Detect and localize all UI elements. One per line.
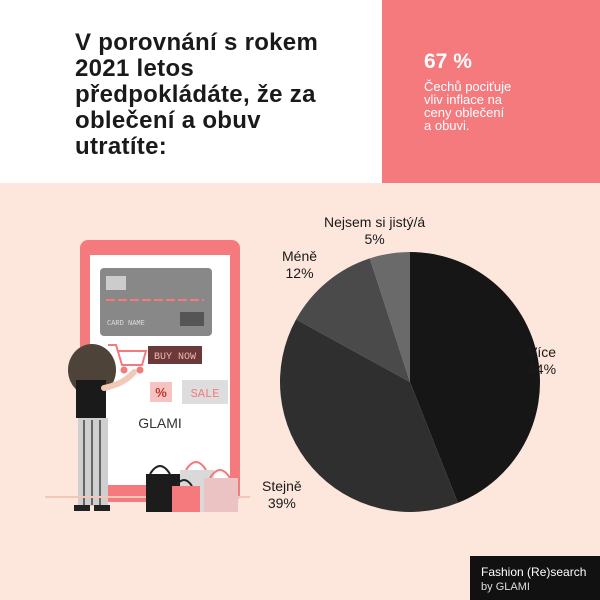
stat-value: 67 % [424,50,472,73]
slice-label-value: 39% [267,495,296,511]
headline-line: předpokládáte, že za [75,81,316,108]
card-logo [180,312,204,326]
buy-now-button [148,346,202,364]
pie-chart [279,252,540,512]
buy-now-label: BUY NOW [154,352,196,363]
cart-icon [108,344,148,374]
slice-label-name: Více [528,344,557,360]
percent-tag [150,382,172,402]
stat-text-line: a obuvi. [424,118,470,133]
slice-label-name: Nejsem si jistý/á [324,214,426,230]
slice-label-value: 5% [364,231,385,247]
stat-text-line: ceny oblečení [424,105,505,120]
pie-slice-0 [410,252,540,503]
sale-label: SALE [191,387,220,401]
card-chip [106,276,126,290]
headline-line: V porovnání s rokem [75,29,319,56]
headline-line: oblečení a obuv [75,107,261,134]
stat-text-line: Čechů pociťuje [424,79,512,94]
headline-line: 2021 letos [75,55,195,82]
percent-icon: % [155,385,167,400]
slice-label-name: Méně [282,248,318,264]
headline: V porovnání s rokem 2021 letos předpoklá… [75,30,375,160]
slice-label-value: 44% [528,361,557,377]
stat-text: Čechů pociťuje vliv inflace na ceny oble… [424,80,534,132]
slice-label-nejsem: Nejsem si jistý/á 5% [324,214,425,248]
slice-label-stejne: Stejně 39% [262,478,302,512]
brand-by: by [481,581,493,593]
pie-slice-1 [279,319,458,512]
shopping-bags-icon [146,461,238,512]
sale-tag [182,380,228,404]
stat-box: 67 % Čechů pociťuje vliv inflace na ceny… [382,0,600,183]
brand-badge: Fashion (Re)search by GLAMI [470,556,600,600]
slice-label-value: 12% [285,265,314,281]
slice-label-mene: Méně 12% [282,248,317,282]
card-name-text: CARD NAME [107,320,145,328]
brand-byline: by GLAMI [481,581,530,593]
brand-glami: GLAMI [495,581,530,593]
slice-label-vice: Více 44% [528,344,556,378]
slice-label-name: Stejně [262,478,302,494]
stat-text-line: vliv inflace na [424,92,503,107]
pie-slice-2 [296,258,410,382]
glami-logo-text: GLAMI [138,415,182,431]
headline-line: utratíte: [75,133,168,160]
pie-slice-3 [369,252,410,382]
brand-tagline: Fashion (Re)search [481,565,587,579]
woman-figure [68,344,137,511]
